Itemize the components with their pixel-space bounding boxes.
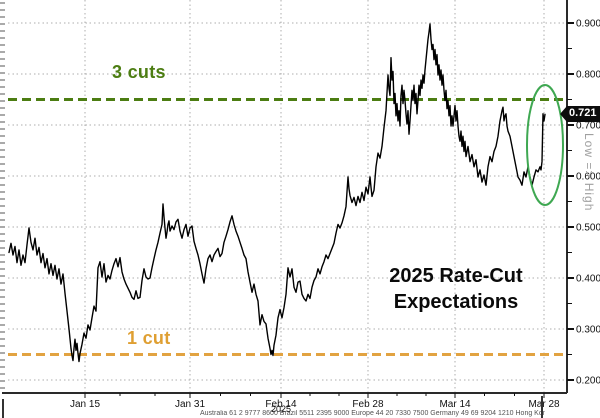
- price-line: [8, 23, 546, 363]
- chart-title: 2025 Rate-Cut Expectations: [389, 265, 523, 313]
- y-tick-label: 0.600: [576, 172, 600, 183]
- x-tick-label: Mar 14: [439, 399, 471, 410]
- highlight-ellipse: [526, 84, 564, 206]
- last-value-text: 0.721: [567, 106, 600, 122]
- x-axis-year-label: 2025: [270, 404, 292, 414]
- y-tick-label: 0.300: [576, 325, 600, 336]
- y-tick-label: 0.500: [576, 223, 600, 234]
- last-value-badge: 0.721: [560, 106, 600, 122]
- y-tick-label: 0.400: [576, 274, 600, 285]
- year-range-end-bar: [541, 396, 543, 418]
- y-tick-label: 0.200: [576, 376, 600, 387]
- x-tick-label: Mar 28: [528, 399, 560, 410]
- hline-label-1-cut: 1 cut: [127, 328, 171, 348]
- year-range-start-bar: [2, 399, 4, 418]
- x-tick-label: Jan 31: [175, 399, 205, 410]
- x-tick-label: Jan 15: [70, 399, 100, 410]
- y-tick-label: 0.800: [576, 70, 600, 81]
- hline-label-3-cuts: 3 cuts: [112, 62, 166, 82]
- badge-left-arrow-icon: [560, 106, 567, 122]
- x-tick-label: Feb 28: [352, 399, 384, 410]
- y-tick-label: 0.700: [576, 121, 600, 132]
- x-tick-label: Feb 14: [265, 399, 297, 410]
- y-axis-low-high-note: Low => High: [582, 133, 596, 212]
- footer-attribution-clipped: Australia 61 2 9777 8600 Brazil 5511 239…: [200, 410, 545, 417]
- y-tick-label: 0.900: [576, 19, 600, 30]
